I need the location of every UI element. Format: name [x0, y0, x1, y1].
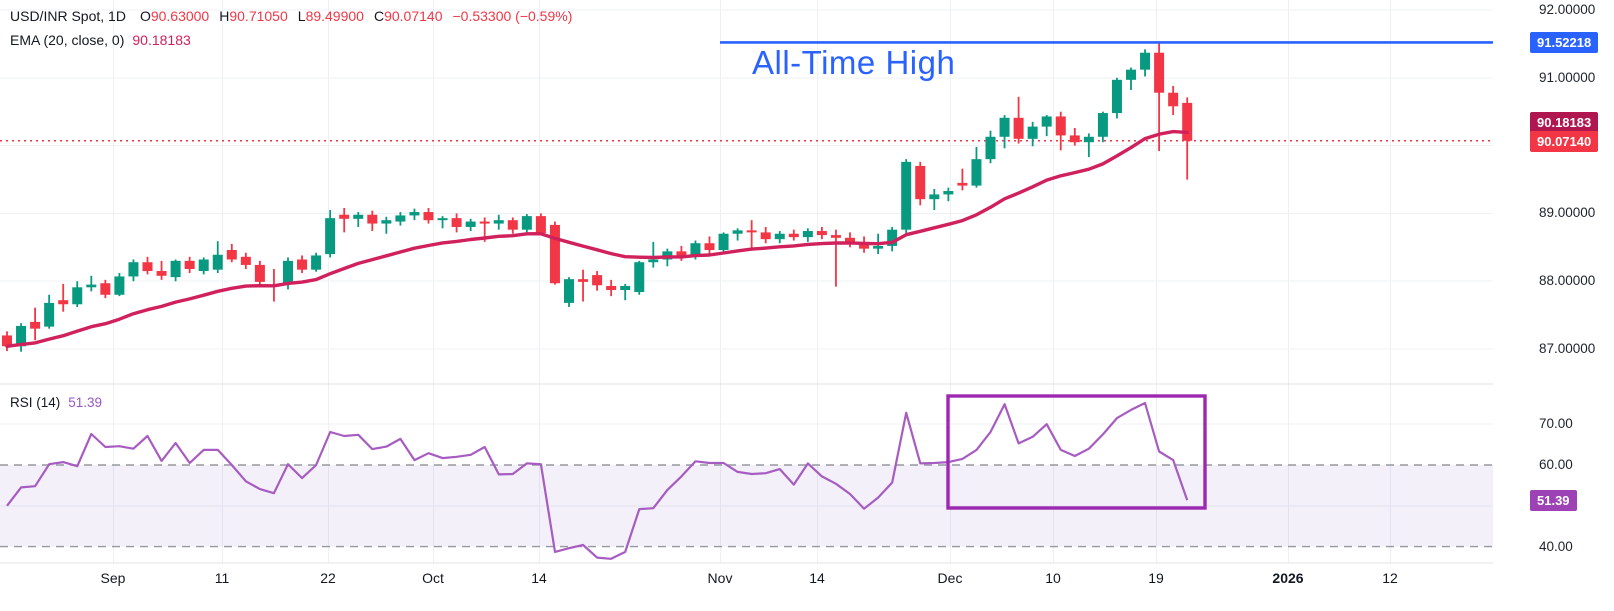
ohlc-token: H90.71050 [219, 8, 288, 24]
symbol-legend[interactable]: USD/INR Spot, 1D O90.63000 H90.71050 L89.49… [10, 8, 572, 24]
time-axis-label: Sep [100, 570, 126, 586]
rsi-label: RSI (14) [10, 395, 61, 410]
rsi-band [0, 464, 1493, 548]
ohlc-values: O90.63000 H90.71050 L89.49900 C90.07140 [140, 8, 453, 24]
time-axis-label: 14 [531, 570, 547, 586]
ohlc-value: 90.71050 [229, 8, 288, 24]
time-axis-label: 22 [320, 570, 336, 586]
rsi-axis-label: 60.00 [1539, 457, 1573, 472]
price-axis-label: 92.00000 [1539, 2, 1596, 17]
time-axis-label: Dec [937, 570, 963, 586]
time-axis-label: Oct [422, 570, 444, 586]
symbol-title[interactable]: USD/INR Spot, 1D [10, 8, 126, 24]
ohlc-value: 89.49900 [305, 8, 364, 24]
time-axis-label: 14 [809, 570, 825, 586]
price-badge: 90.07140 [1530, 130, 1599, 152]
rsi-value: 51.39 [68, 395, 103, 410]
price-axis[interactable]: 92.00000 91.00000 89.00000 88.00000 87.00000… [1493, 0, 1614, 611]
time-axis-label: 11 [214, 570, 230, 586]
rsi-highlight-box[interactable] [946, 394, 1207, 510]
time-axis[interactable]: Sep 11 22 Oct 14 Nov 14 Dec 10 19 2026 12 [0, 563, 1493, 611]
ohlc-key: O [139, 8, 151, 24]
ohlc-token: O90.63000 [140, 8, 209, 24]
ohlc-value: 90.63000 [150, 8, 210, 24]
price-badge: 91.52218 [1530, 31, 1599, 53]
ohlc-key: H [219, 8, 230, 24]
time-axis-label: Nov [707, 570, 733, 586]
rsi-badge: 51.39 [1530, 489, 1577, 511]
rsi-axis-label: 70.00 [1539, 416, 1573, 432]
rsi-line [6, 401, 1189, 560]
legend: USD/INR Spot, 1D O90.63000 H90.71050 L89.49… [10, 8, 572, 48]
price-axis-label: 87.00000 [1539, 341, 1596, 356]
time-axis-label: 2026 [1272, 570, 1304, 586]
gridlines [0, 0, 1493, 563]
ohlc-token: C90.07140 [374, 8, 443, 24]
ema-line [5, 129, 1189, 348]
time-axis-label: 10 [1045, 570, 1061, 586]
ohlc-key: C [373, 8, 385, 24]
ohlc-value: 90.07140 [384, 8, 443, 24]
price-axis-label: 89.00000 [1539, 205, 1596, 221]
price-axis-label: 91.00000 [1539, 69, 1596, 85]
ohlc-key: L [297, 8, 306, 24]
price-axis-label: 88.00000 [1539, 273, 1596, 289]
rsi-legend[interactable]: RSI (14) 51.39 [10, 395, 102, 410]
ema-label: EMA (20, close, 0) [10, 32, 125, 48]
candles [2, 42, 1193, 352]
time-axis-label: 12 [1382, 570, 1398, 586]
rsi-axis-label: 40.00 [1539, 538, 1573, 554]
price-badge: 90.18183 [1530, 111, 1599, 133]
ema-legend[interactable]: EMA (20, close, 0) 90.18183 [10, 32, 572, 48]
ath-annotation-label[interactable]: All-Time High [752, 44, 956, 81]
time-axis-label: 19 [1148, 570, 1164, 586]
ema-value: 90.18183 [132, 32, 191, 48]
ohlc-token: L89.49900 [298, 8, 364, 24]
change-value: −0.53300 (−0.59%) [452, 8, 573, 24]
